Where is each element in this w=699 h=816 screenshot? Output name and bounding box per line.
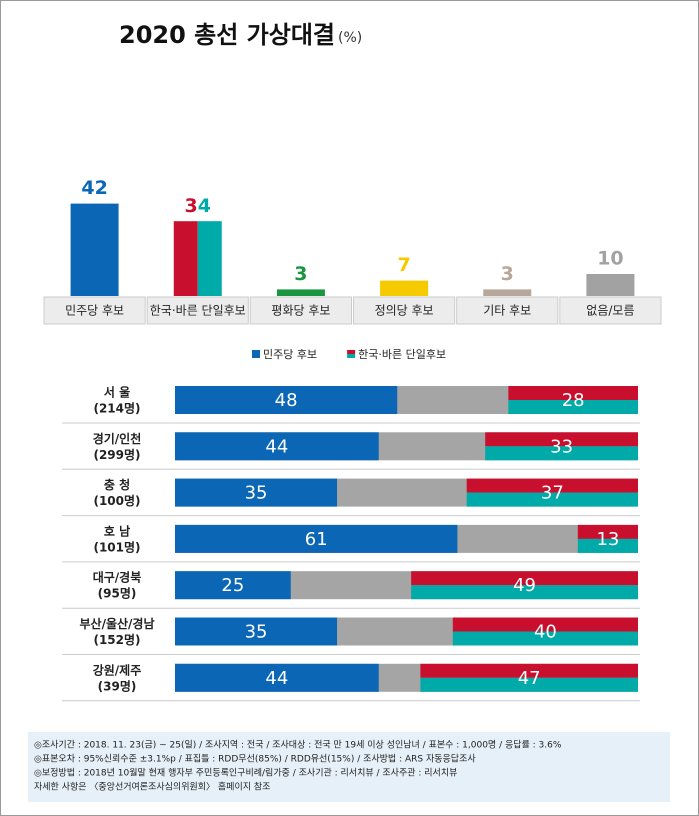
bar-segment bbox=[466, 478, 638, 507]
legend-label: 민주당 후보 bbox=[263, 348, 317, 361]
row-sample: (95명) bbox=[98, 587, 137, 601]
value-label: 3 bbox=[501, 263, 514, 285]
value-label: 25 bbox=[221, 575, 244, 596]
bar bbox=[380, 280, 429, 296]
value-label: 33 bbox=[550, 436, 573, 457]
row-label: 강원/제주 bbox=[93, 663, 142, 677]
bar bbox=[483, 289, 532, 296]
value-label: 35 bbox=[245, 483, 268, 504]
title: 2020 총선 가상대결 bbox=[119, 21, 335, 49]
bar-segment-part bbox=[411, 571, 638, 586]
bar-segment-part bbox=[420, 663, 638, 678]
row-label: 경기/인천 bbox=[93, 431, 142, 446]
x-tick-label: 평화당 후보 bbox=[271, 304, 330, 318]
x-tick-label: 없음/모름 bbox=[586, 304, 634, 318]
value-label: 48 bbox=[275, 390, 298, 411]
bar-segment bbox=[175, 617, 338, 646]
bar-segment-part bbox=[420, 677, 638, 692]
notes-box bbox=[28, 732, 670, 802]
bar-segment bbox=[175, 432, 379, 461]
note: ◎조사기간 : 2018. 11. 23(금) ~ 25(일) / 조사지역 :… bbox=[34, 739, 562, 751]
bar-segment-part bbox=[485, 446, 638, 461]
bar-segment-part bbox=[466, 492, 638, 507]
bar-segment-part bbox=[508, 386, 638, 400]
bar-segment bbox=[175, 478, 338, 507]
row-sample: (299명) bbox=[93, 448, 140, 462]
bar-segment-part bbox=[411, 585, 638, 600]
category-cell bbox=[249, 296, 352, 325]
value-label: 3 bbox=[294, 263, 307, 285]
value-label: 34 bbox=[185, 195, 211, 217]
row-sample: (152명) bbox=[93, 633, 140, 647]
bar-segment-part bbox=[466, 478, 638, 493]
bar-segment-part bbox=[577, 538, 638, 553]
row-label: 서 울 bbox=[104, 385, 130, 400]
legend-label: 한국·바른 단일후보 bbox=[358, 347, 446, 361]
value-label: 44 bbox=[265, 436, 288, 457]
note: ◎보정방법 : 2018년 10월말 현재 행자부 주민등록인구비례/림가중 /… bbox=[34, 767, 457, 779]
category-cell bbox=[559, 296, 662, 325]
bar-segment-part bbox=[452, 631, 638, 646]
x-tick-label: 기타 후보 bbox=[483, 304, 531, 318]
value-label: 42 bbox=[81, 177, 107, 199]
value-label: 7 bbox=[397, 254, 410, 276]
bar-segment-part bbox=[577, 524, 638, 539]
bar-segment bbox=[452, 617, 638, 646]
bar-segment bbox=[485, 432, 638, 461]
category-cell bbox=[353, 296, 456, 325]
bar-segment bbox=[577, 524, 638, 553]
x-tick-label: 민주당 후보 bbox=[65, 304, 124, 318]
row-label: 호 남 bbox=[104, 523, 130, 538]
title-unit: (%) bbox=[338, 30, 362, 46]
row-sample: (214명) bbox=[93, 402, 140, 416]
bar-segment bbox=[175, 663, 379, 692]
x-tick-label: 정의당 후보 bbox=[375, 304, 434, 318]
category-cell bbox=[43, 296, 146, 325]
row-sample: (101명) bbox=[93, 540, 140, 554]
bar-part bbox=[197, 221, 222, 296]
bar bbox=[70, 203, 119, 296]
value-label: 47 bbox=[518, 668, 541, 689]
bar-segment bbox=[175, 386, 398, 414]
category-cell bbox=[456, 296, 559, 325]
legend-swatch bbox=[347, 350, 356, 354]
bar bbox=[173, 221, 222, 296]
value-label: 35 bbox=[245, 622, 268, 643]
value-label: 61 bbox=[305, 529, 328, 550]
bar-segment bbox=[420, 663, 638, 692]
value-label: 40 bbox=[534, 622, 557, 643]
bar-part bbox=[173, 221, 198, 296]
bar bbox=[276, 289, 325, 296]
row-sample: (100명) bbox=[93, 494, 140, 508]
note: ◎표본오차 : 95%신뢰수준 ±3.1%p / 표집틀 : RDD무선(85%… bbox=[34, 753, 476, 765]
value-label: 49 bbox=[513, 575, 536, 596]
value-label: 10 bbox=[597, 248, 623, 270]
row-label: 충 청 bbox=[104, 477, 130, 492]
bar-segment bbox=[508, 386, 638, 414]
bar-segment bbox=[175, 524, 458, 553]
value-label: 28 bbox=[562, 390, 585, 411]
category-cell bbox=[146, 296, 249, 325]
note: 자세한 사항은 〈중앙선거여론조사심의위원회〉 홈페이지 참조 bbox=[34, 781, 270, 793]
legend-swatch bbox=[347, 354, 356, 358]
value-label: 13 bbox=[596, 529, 619, 550]
value-label: 44 bbox=[265, 668, 288, 689]
row-sample: (39명) bbox=[98, 679, 137, 693]
legend-swatch bbox=[252, 350, 260, 358]
bar-segment-part bbox=[452, 617, 638, 632]
row-label: 대구/경북 bbox=[93, 571, 142, 585]
row-label: 부산/울산/경남 bbox=[79, 616, 154, 631]
value-label: 37 bbox=[541, 483, 564, 504]
bar-segment-part bbox=[485, 432, 638, 447]
bar bbox=[586, 274, 635, 296]
x-tick-label: 한국·바른 단일후보 bbox=[150, 304, 246, 318]
bar-segment bbox=[175, 571, 291, 600]
bar-segment bbox=[411, 571, 638, 600]
bar-segment-part bbox=[508, 400, 638, 414]
